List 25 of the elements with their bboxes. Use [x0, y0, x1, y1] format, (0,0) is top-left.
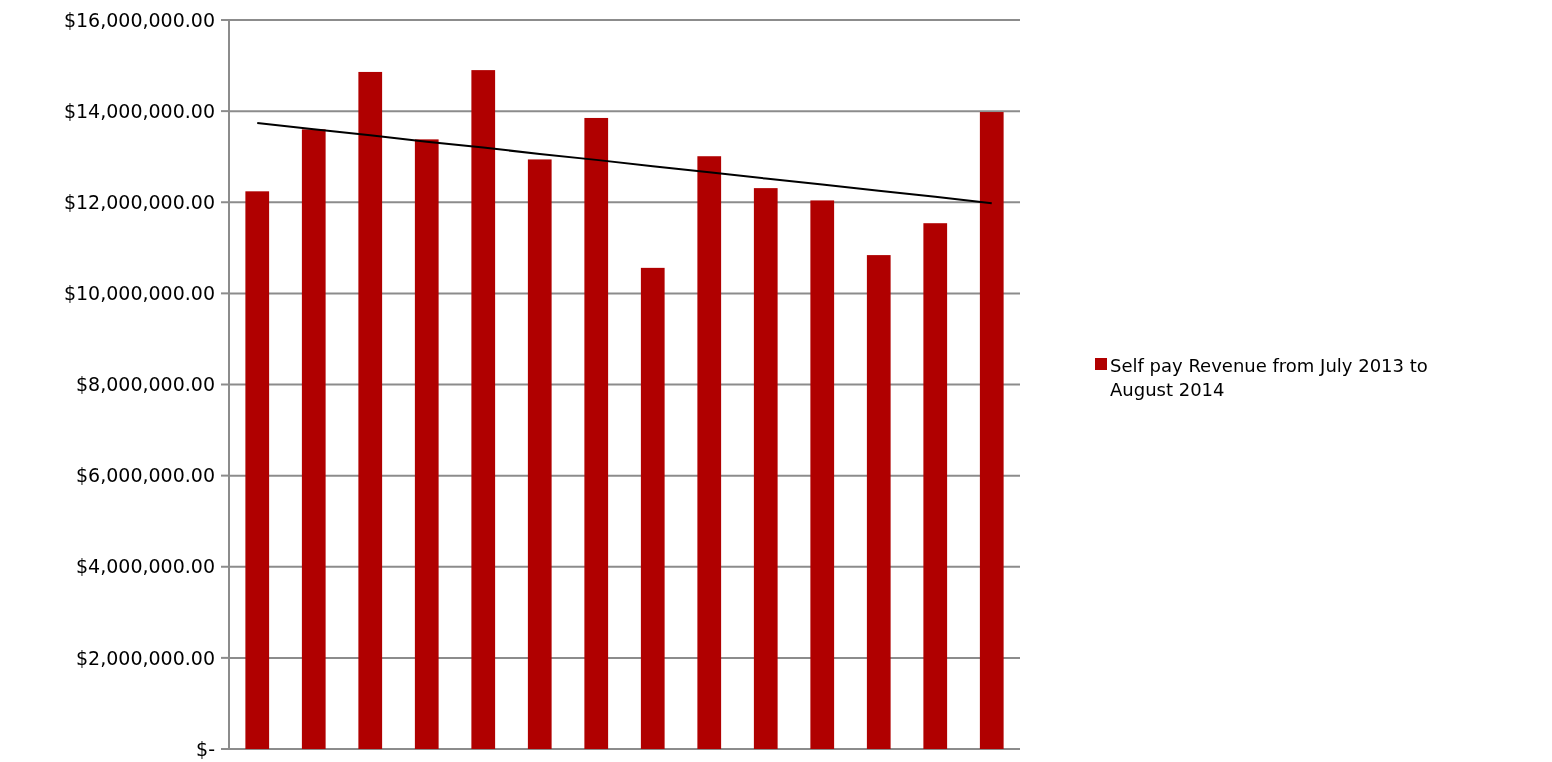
y-tick-label: $2,000,000.00 — [75, 646, 215, 669]
line-series — [256, 121, 993, 205]
bar — [527, 159, 552, 749]
bar — [584, 117, 609, 749]
bar — [866, 255, 891, 749]
bar — [810, 200, 835, 749]
bar — [358, 71, 383, 749]
bar — [301, 129, 326, 749]
y-tick-label: $8,000,000.00 — [75, 373, 215, 396]
bar — [471, 70, 496, 749]
legend-label: Self pay Revenue from July 2013 to August 2014 — [1110, 355, 1428, 401]
bar — [697, 156, 722, 749]
y-tick-label: $10,000,000.00 — [63, 282, 215, 305]
y-tick-label: $- — [196, 737, 215, 760]
bar — [979, 112, 1004, 749]
y-tick-label: $6,000,000.00 — [75, 464, 215, 487]
bar — [245, 191, 270, 749]
bar — [923, 223, 948, 749]
y-tick-label: $14,000,000.00 — [63, 99, 215, 122]
y-tick-label: $12,000,000.00 — [63, 190, 215, 213]
bar — [753, 188, 778, 749]
bar — [414, 139, 439, 749]
bar — [640, 267, 665, 749]
y-tick-label: $16,000,000.00 — [63, 8, 215, 31]
y-tick-label: $4,000,000.00 — [75, 555, 215, 578]
